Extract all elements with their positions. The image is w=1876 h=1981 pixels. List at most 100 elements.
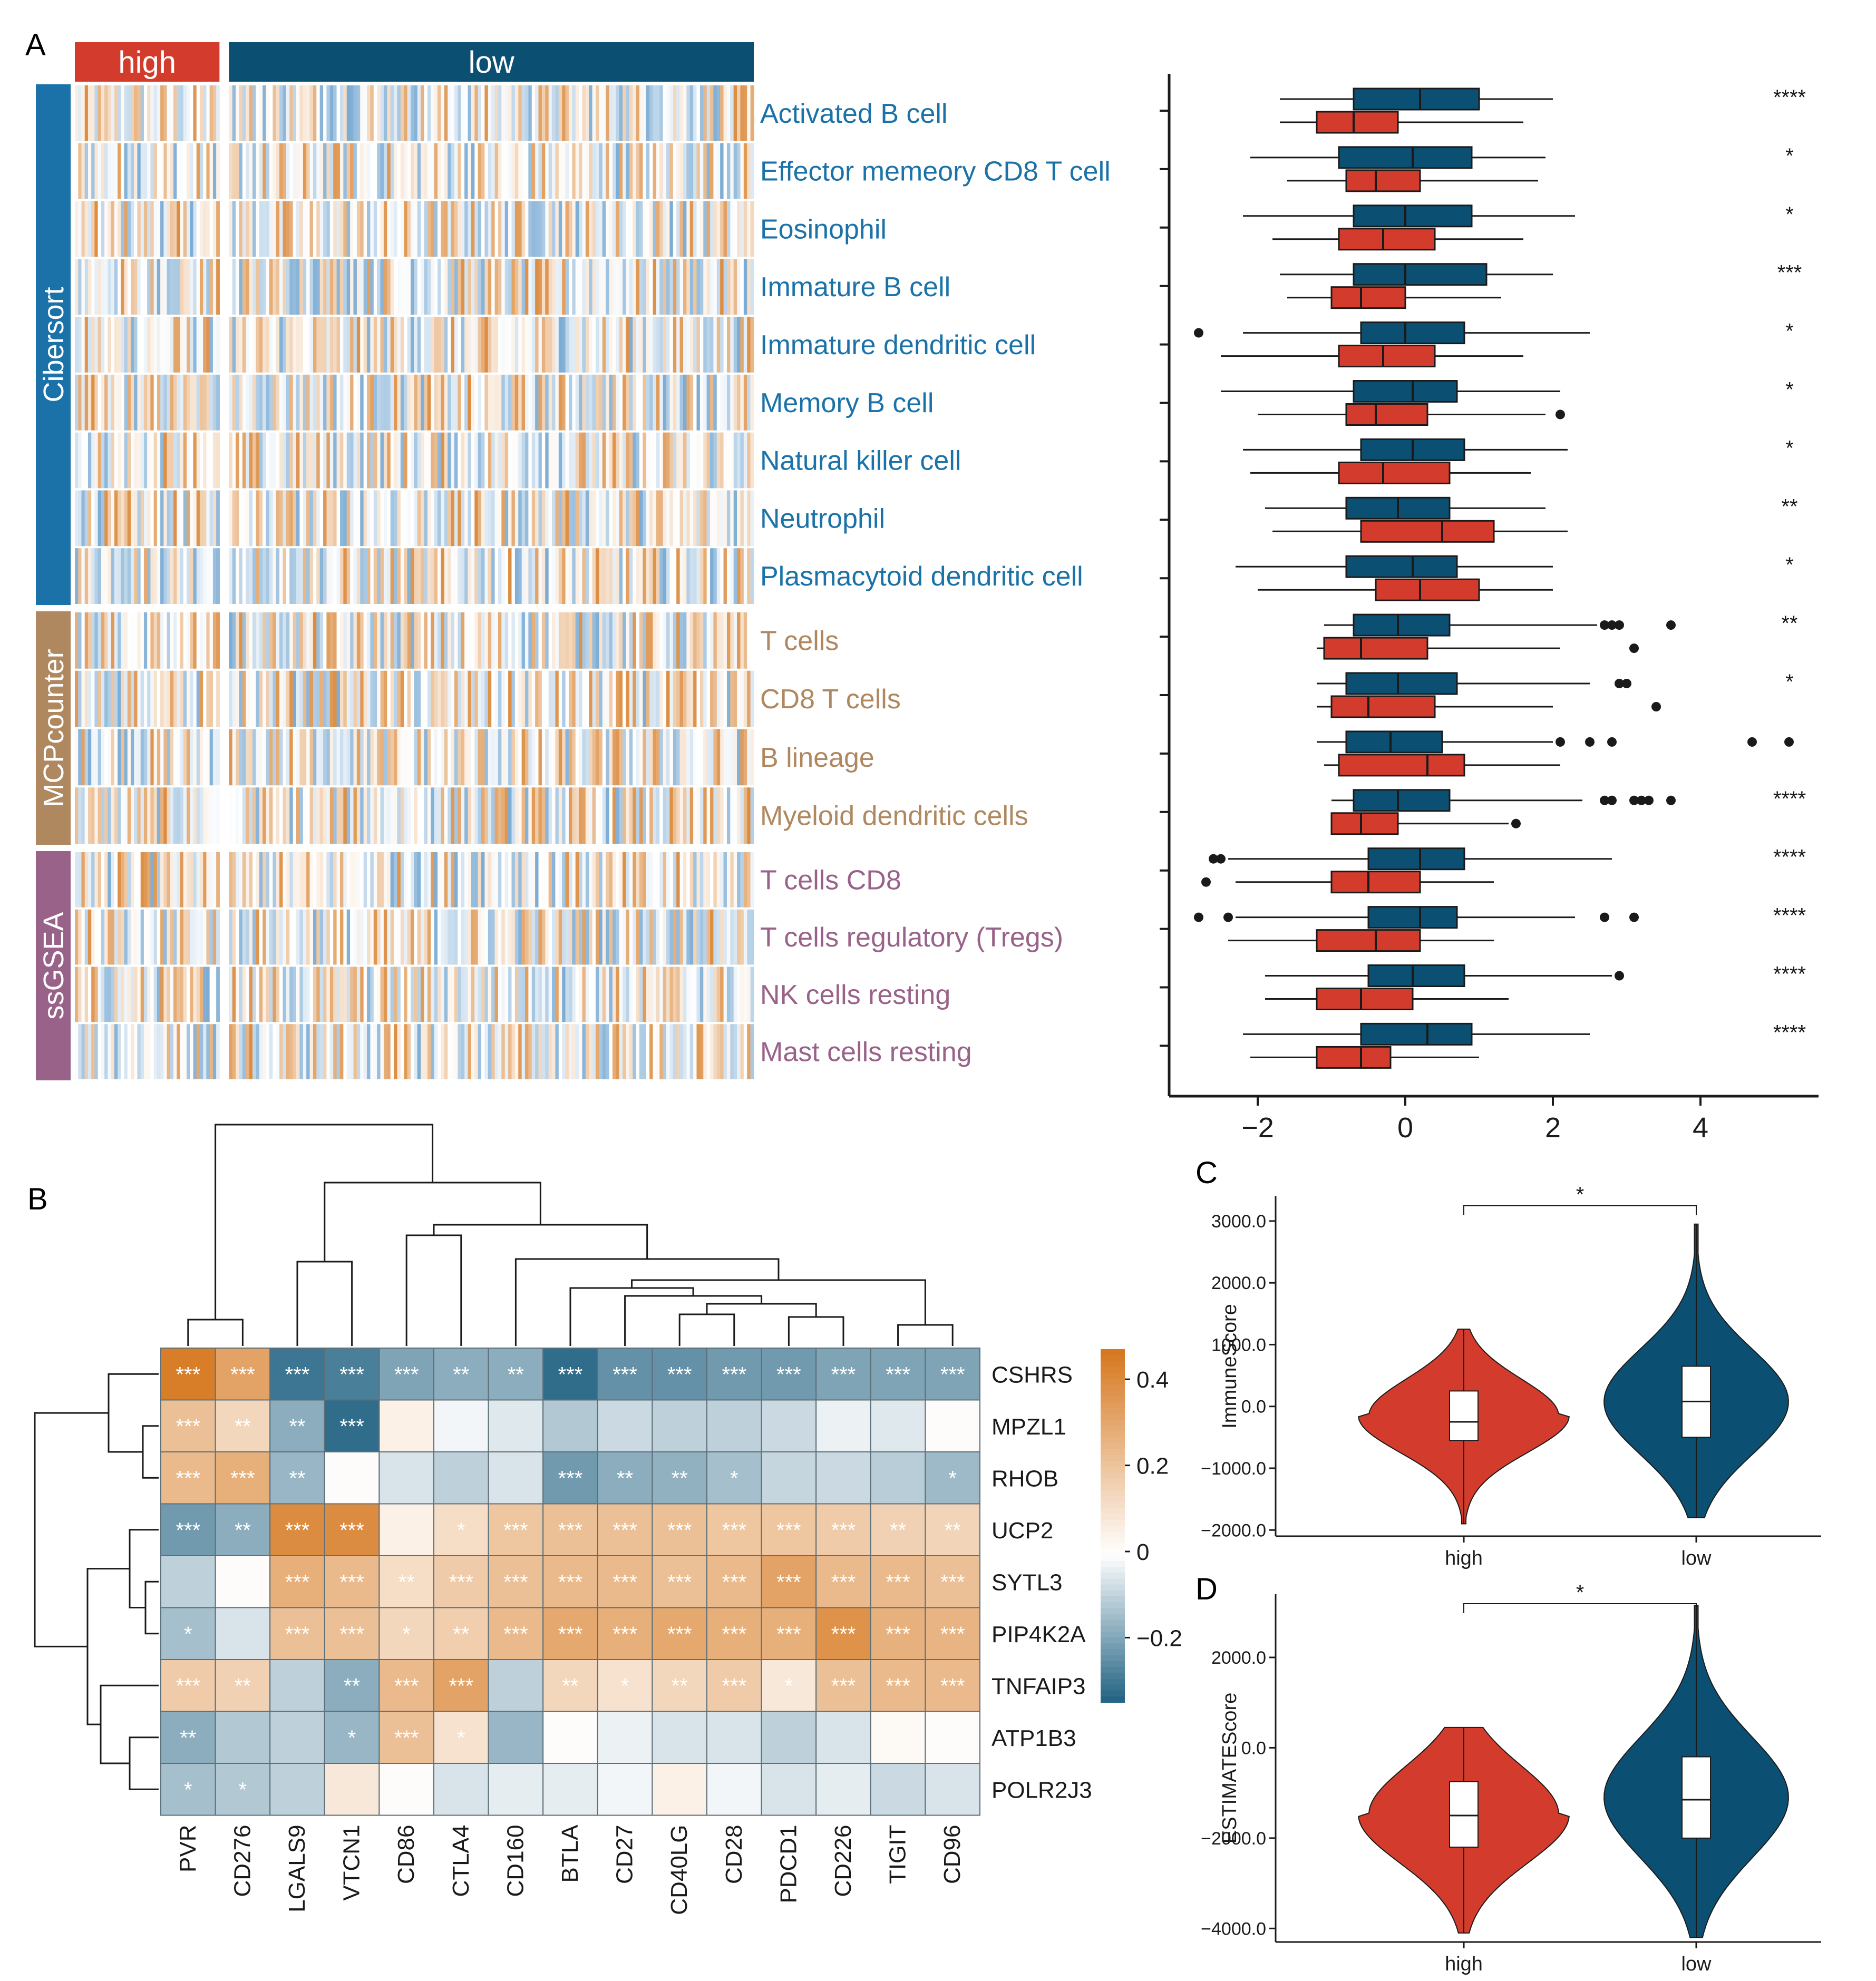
legend-swatch <box>1101 1390 1125 1397</box>
heatmap-cell <box>259 1024 263 1079</box>
heatmap-cell <box>279 1024 284 1079</box>
heatmap-cell <box>730 317 734 373</box>
heatmap-cell <box>421 967 425 1022</box>
heatmap-cell <box>363 670 367 727</box>
heatmap-cell <box>602 729 606 786</box>
heatmap-cell <box>579 612 583 669</box>
corr-star: *** <box>722 1674 746 1697</box>
corr-cell <box>488 1399 544 1452</box>
heatmap-cell <box>454 729 458 786</box>
column-dendrogram-link <box>433 1224 648 1259</box>
heatmap-cell <box>108 852 112 907</box>
heatmap-cell <box>323 909 327 965</box>
heatmap-cell <box>461 729 465 786</box>
heatmap-cell <box>329 85 334 141</box>
heatmap-cell <box>160 729 164 786</box>
heatmap-cell <box>75 729 79 786</box>
heatmap-cell <box>585 729 589 786</box>
heatmap-cell <box>683 729 687 786</box>
heatmap-cell <box>589 201 593 257</box>
heatmap-cell <box>147 317 151 373</box>
corr-cell <box>815 1451 871 1505</box>
heatmap-cell <box>286 967 290 1022</box>
heatmap-cell <box>170 201 174 257</box>
heatmap-cell <box>167 374 171 431</box>
heatmap-cell <box>216 729 220 786</box>
corr-cell <box>597 1607 653 1660</box>
heatmap-cell <box>552 967 556 1022</box>
heatmap-cell <box>313 1024 317 1079</box>
heatmap-cell <box>323 490 327 547</box>
heatmap-cell <box>464 490 469 547</box>
heatmap-cell <box>350 317 354 373</box>
heatmap-cell <box>488 317 492 373</box>
heatmap-cell <box>669 201 674 257</box>
heatmap-cell <box>124 259 128 315</box>
heatmap-cell <box>562 374 566 431</box>
heatmap-cell <box>656 670 660 727</box>
heatmap-cell <box>451 852 455 907</box>
heatmap-cell <box>488 729 492 786</box>
heatmap-cell <box>242 909 246 965</box>
heatmap-cell <box>350 729 354 786</box>
heatmap-cell <box>299 143 304 199</box>
heatmap-cell <box>468 729 472 786</box>
heatmap-cell <box>649 374 654 431</box>
heatmap-cell <box>212 1024 217 1079</box>
heatmap-cell <box>484 201 489 257</box>
heatmap-cell <box>75 909 79 965</box>
heatmap-cell <box>387 909 391 965</box>
heatmap-cell <box>377 143 381 199</box>
heatmap-cell <box>209 259 213 315</box>
heatmap-cell <box>259 729 263 786</box>
heatmap-cell <box>229 201 233 257</box>
corr-cell <box>160 1763 216 1816</box>
heatmap-row-label: Immature dendritic cell <box>760 330 1036 360</box>
heatmap-cell <box>153 1024 158 1079</box>
heatmap-cell <box>639 548 643 604</box>
heatmap-cell <box>686 259 691 315</box>
heatmap-cell <box>114 548 118 604</box>
heatmap-cell <box>693 787 697 844</box>
immune-cell-heatmap: high lowCibersortMCPcounterssGSEAActivate… <box>36 42 1111 1080</box>
heatmap-cell <box>636 201 640 257</box>
corr-cell <box>925 1451 981 1505</box>
heatmap-cell <box>249 143 253 199</box>
heatmap-cell <box>91 548 95 604</box>
heatmap-cell <box>404 729 408 786</box>
heatmap-cell <box>137 85 141 141</box>
heatmap-cell <box>619 490 623 547</box>
heatmap-cell <box>531 143 536 199</box>
heatmap-cell <box>173 1024 177 1079</box>
heatmap-cell <box>723 259 727 315</box>
heatmap-cell <box>508 317 512 373</box>
heatmap-cell <box>478 143 482 199</box>
heatmap-cell <box>193 143 197 199</box>
heatmap-cell <box>259 612 263 669</box>
heatmap-cell <box>491 85 495 141</box>
heatmap-cell <box>676 729 681 786</box>
heatmap-cell <box>572 259 576 315</box>
heatmap-cell <box>196 612 200 669</box>
heatmap-cell <box>464 85 469 141</box>
heatmap-cell <box>464 909 469 965</box>
heatmap-cell <box>666 787 670 844</box>
heatmap-cell <box>299 967 304 1022</box>
heatmap-cell <box>124 317 128 373</box>
corr-star: *** <box>667 1363 692 1386</box>
heatmap-cell <box>283 852 287 907</box>
heatmap-cell <box>356 967 361 1022</box>
heatmap-cell <box>104 909 108 965</box>
heatmap-cell <box>394 490 398 547</box>
heatmap-cell <box>131 787 134 844</box>
heatmap-cell <box>363 729 367 786</box>
heatmap-cell <box>339 909 344 965</box>
heatmap-cell <box>293 612 297 669</box>
heatmap-cell <box>407 490 411 547</box>
heatmap-cell <box>538 317 542 373</box>
heatmap-cell <box>713 909 717 965</box>
heatmap-cell <box>326 787 331 844</box>
heatmap-cell <box>481 670 485 727</box>
heatmap-cell <box>363 787 367 844</box>
heatmap-cell <box>319 852 324 907</box>
